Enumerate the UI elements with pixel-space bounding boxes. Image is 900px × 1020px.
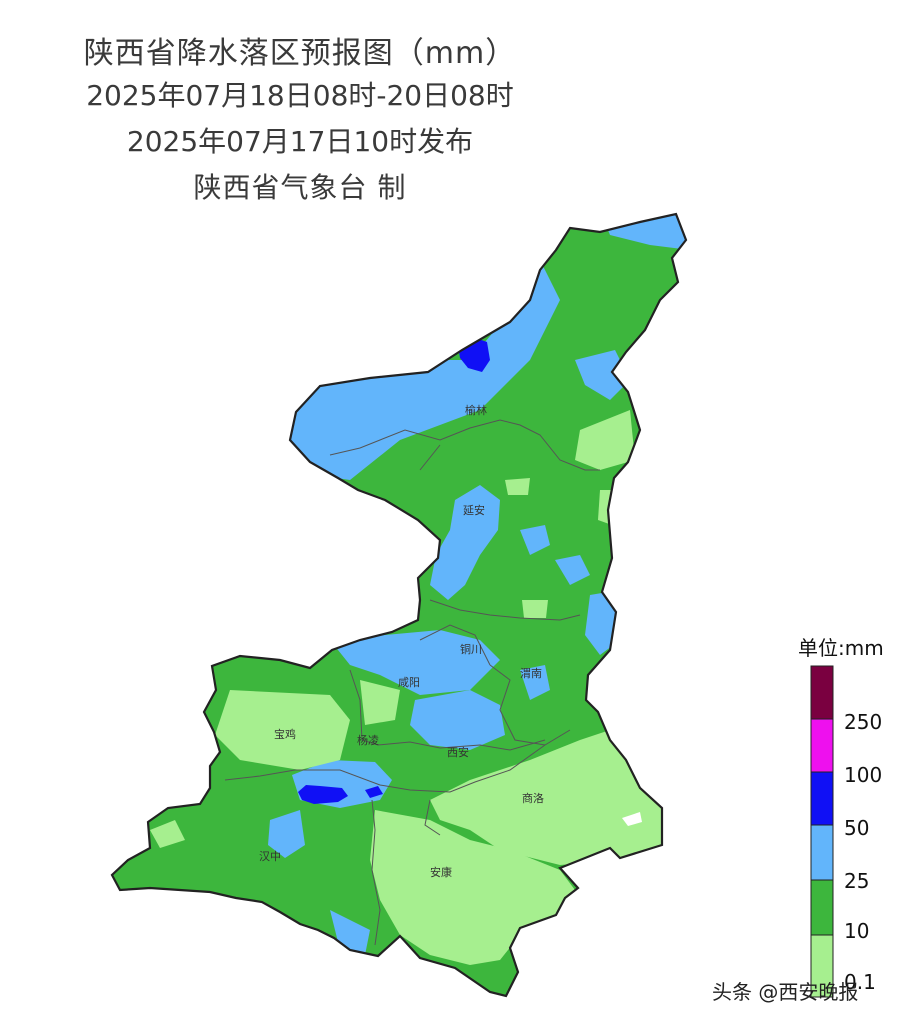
- rain-0-10-baoji: [215, 690, 350, 770]
- city-label-weinan: 渭南: [520, 667, 542, 680]
- legend-swatch-above-250: [810, 665, 834, 720]
- rain-25-50-xianyang: [330, 630, 500, 695]
- city-label-yanan: 延安: [463, 503, 485, 517]
- legend-label-25: 25: [844, 869, 870, 893]
- rain-0-10-east-sliver: [598, 490, 615, 525]
- city-boundaries: [224, 419, 600, 946]
- rain-25-50-yanan-west: [430, 485, 500, 600]
- rain-25-50-hanzhong: [268, 810, 305, 858]
- precipitation-layers: [112, 214, 686, 996]
- legend-label-100: 100: [844, 763, 883, 787]
- city-label-ankang: 安康: [430, 865, 452, 879]
- rain-25-50-east-north: [575, 350, 630, 400]
- rain-25-50-east-patch: [555, 555, 590, 585]
- rain-25-50-weinan: [520, 665, 550, 700]
- city-label-tongchuan: 铜川: [460, 642, 482, 656]
- forecast-period: 2025年07月18日08时-20日08时: [86, 79, 514, 112]
- city-label-xianyang: 咸阳: [398, 676, 420, 689]
- city-label-yulin: 榆林: [465, 403, 487, 417]
- rain-25-50-xian: [410, 690, 505, 750]
- legend-swatch-50-100: [810, 771, 834, 826]
- legend-label-10: 10: [844, 919, 870, 943]
- watermark: 头条 @西安晚报: [712, 980, 859, 1004]
- no-rain-patch: [622, 812, 642, 826]
- legend-unit: 单位:mm: [798, 636, 884, 660]
- rain-50-100-qinling-east: [365, 786, 383, 798]
- rain-50-100-qinling-west: [298, 785, 348, 804]
- legend-swatch-0-10: [810, 934, 834, 998]
- legend-label-0-1: 0.1: [844, 970, 876, 994]
- city-label-shangluo: 商洛: [522, 791, 544, 805]
- map-title: 陕西省降水落区预报图（mm）: [83, 36, 517, 71]
- legend-swatch-25-50: [810, 824, 834, 881]
- rain-25-50-yanan-patch: [520, 525, 550, 555]
- rain-0-10-east-north: [575, 410, 635, 470]
- issue-time: 2025年07月17日10时发布: [126, 125, 474, 158]
- city-label-yangling: 杨凌: [357, 733, 379, 747]
- legend-label-50: 50: [844, 816, 870, 840]
- rain-0-10-yanan-patch: [505, 478, 530, 495]
- city-label-xian: 西安: [447, 745, 469, 759]
- legend-swatch-100-250: [810, 718, 834, 773]
- producer: 陕西省气象台 制: [193, 171, 407, 204]
- rain-0-10-small-patch: [522, 600, 548, 618]
- rain-0-10-yangling: [360, 680, 400, 725]
- rain-0-10-shangluo: [430, 730, 665, 865]
- city-label-baoji: 宝鸡: [274, 727, 296, 741]
- rain-0-10-west-patch: [150, 820, 185, 848]
- legend-label-250: 250: [844, 710, 883, 734]
- legend-colorbar: [810, 665, 834, 998]
- legend-swatch-10-25: [810, 879, 834, 936]
- city-label-hanzhong: 汉中: [259, 850, 281, 863]
